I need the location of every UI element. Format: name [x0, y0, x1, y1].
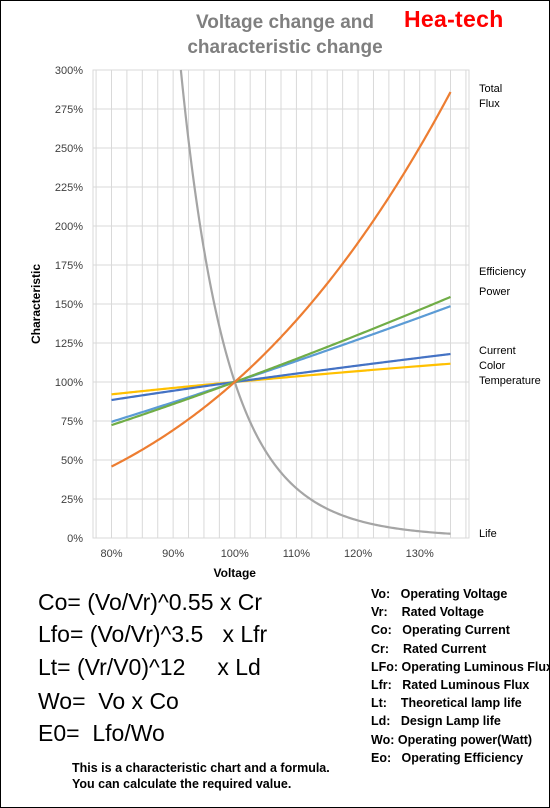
series-line: [179, 69, 451, 535]
legend-item: LFo: Operating Luminous Flux: [371, 659, 550, 674]
series-label-efficiency: Efficiency: [479, 266, 526, 278]
legend-item: Co: Operating Current: [371, 623, 510, 638]
y-tick-label: 175%: [55, 260, 83, 272]
legend-item: Cr: Rated Current: [371, 641, 487, 656]
x-tick-label: 80%: [100, 548, 122, 560]
footnote-line2: You can calculate the required value.: [72, 777, 292, 791]
series-line: [110, 91, 452, 468]
legend-item: Vr: Rated Voltage: [371, 605, 484, 620]
x-tick-label: 120%: [344, 548, 372, 560]
footnote-line1: This is a characteristic chart and a for…: [72, 761, 330, 775]
brand-logo: Hea-tech: [404, 6, 504, 32]
series-label-life: Life: [479, 528, 497, 540]
series-line: [111, 352, 451, 402]
formula-efficiency: E0= Lfo/Wo: [38, 720, 165, 746]
formula-life: Lt= (Vr/V0)^12 x Ld: [38, 654, 261, 680]
y-tick-label: 200%: [55, 221, 83, 233]
chart-title: Voltage change and characteristic change: [150, 10, 420, 60]
series-line: [111, 295, 451, 427]
y-tick-label: 75%: [61, 416, 83, 428]
symbol-legend: Vo: Operating Voltage Vr: Rated Voltage …: [371, 585, 550, 767]
x-tick-label: 90%: [162, 548, 184, 560]
legend-item: Wo: Operating power(Watt): [371, 732, 533, 747]
formula-current: Co= (Vo/Vr)^0.55 x Cr: [38, 589, 263, 615]
y-tick-label: 250%: [55, 143, 83, 155]
series-line: [111, 305, 451, 423]
series-label-current-color: Color: [479, 360, 506, 372]
legend-item: Lt: Theoretical lamp life: [371, 696, 522, 711]
series-label-current-color: Temperature: [479, 375, 541, 387]
series-line: [111, 362, 451, 396]
series-label-total-flux: Total: [479, 83, 502, 95]
y-tick-label: 125%: [55, 338, 83, 350]
x-tick-label: 100%: [221, 548, 249, 560]
y-tick-label: 225%: [55, 182, 83, 194]
x-axis-title: Voltage: [214, 566, 257, 580]
legend-item: Ld: Design Lamp life: [371, 714, 501, 729]
y-tick-label: 100%: [55, 377, 83, 389]
y-tick-label: 50%: [61, 455, 83, 467]
y-tick-label: 0%: [67, 533, 83, 545]
series-label-total-flux: Flux: [479, 98, 500, 110]
series-label-current-color: Current: [479, 345, 516, 357]
legend-item: Vo: Operating Voltage: [371, 587, 508, 601]
formula-power: Wo= Vo x Co: [38, 688, 179, 714]
y-tick-label: 150%: [55, 299, 83, 311]
series-label-power: Power: [479, 286, 511, 298]
y-tick-label: 275%: [55, 104, 83, 116]
footnote: This is a characteristic chart and a for…: [72, 760, 330, 792]
x-tick-label: 130%: [406, 548, 434, 560]
chart-title-line1: Voltage change and: [195, 12, 375, 33]
chart-title-line2: characteristic change: [187, 37, 383, 58]
legend-item: Eo: Operating Efficiency: [371, 750, 524, 765]
formula-flux: Lfo= (Vo/Vr)^3.5 x Lfr: [38, 621, 268, 647]
y-tick-label: 25%: [61, 494, 83, 506]
y-axis-title: Characteristic: [29, 264, 43, 344]
legend-item: Lfr: Rated Luminous Flux: [371, 677, 530, 692]
chart: 0% 25% 50% 75% 100% 125% 150% 175% 200% 225% 250% 2…: [29, 65, 541, 580]
y-tick-label: 300%: [55, 65, 83, 77]
x-tick-label: 110%: [283, 548, 311, 560]
